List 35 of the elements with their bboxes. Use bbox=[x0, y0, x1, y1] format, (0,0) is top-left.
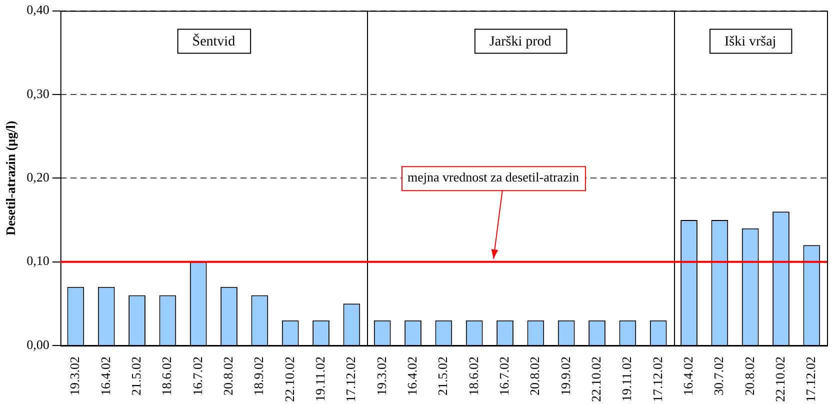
y-tick-label: 0,10 bbox=[26, 253, 50, 268]
x-tick-label: 16.7.02 bbox=[496, 356, 512, 396]
x-tick-label: 16.4.02 bbox=[404, 356, 420, 396]
x-tick-label: 16.7.02 bbox=[190, 356, 205, 396]
x-tick-label: 22.10.02 bbox=[282, 356, 297, 402]
annotation: Iški vršaj bbox=[724, 34, 776, 50]
x-tick-label: 18.6.02 bbox=[159, 356, 174, 396]
y-tick-label: 0,00 bbox=[26, 336, 50, 352]
ref-line-label: mejna vrednost za desetil-atrazin bbox=[408, 170, 580, 185]
x-tick-label: 19.11.02 bbox=[619, 356, 634, 402]
x-tick-label: 19.3.02 bbox=[67, 356, 82, 396]
x-tick-label: 16.4.02 bbox=[680, 356, 696, 396]
x-tick-label: 20.8.02 bbox=[527, 356, 542, 396]
x-tick-label: 30.7.02 bbox=[711, 356, 726, 396]
annotation: Jarški prod bbox=[489, 34, 552, 50]
x-tick-label: 19.11.02 bbox=[312, 356, 328, 402]
x-tick-label: 22.10.02 bbox=[588, 356, 604, 402]
y-tick-label: 0,40 bbox=[26, 2, 50, 18]
x-tick-label: 17.12.02 bbox=[803, 356, 818, 402]
y-tick-label: 0,30 bbox=[26, 86, 50, 101]
x-tick-label: 18.6.02 bbox=[466, 356, 481, 396]
x-tick-label: 16.4.02 bbox=[98, 356, 113, 396]
y-tick-label: 0,20 bbox=[26, 170, 50, 185]
x-tick-label: 21.5.02 bbox=[128, 356, 144, 396]
x-tick-label: 18.9.02 bbox=[251, 356, 266, 396]
annotation: Šentvid bbox=[192, 32, 236, 50]
x-tick-label: 17.12.02 bbox=[650, 356, 665, 402]
x-tick-label: 19.9.02 bbox=[558, 356, 573, 396]
x-tick-label: 22.10.02 bbox=[772, 356, 788, 402]
x-tick-label: 17.12.02 bbox=[343, 356, 358, 402]
y-axis-title: Desetil-atrazin (µg/l) bbox=[3, 120, 18, 236]
x-tick-label: 19.3.02 bbox=[374, 356, 389, 396]
x-tick-label: 21.5.02 bbox=[435, 356, 450, 396]
x-tick-label: 20.8.02 bbox=[220, 356, 236, 396]
x-tick-label: 20.8.02 bbox=[742, 356, 757, 396]
